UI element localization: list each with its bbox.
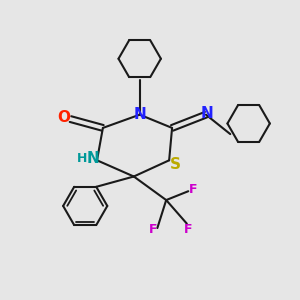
Text: O: O bbox=[58, 110, 70, 125]
Text: F: F bbox=[188, 183, 197, 196]
Text: H: H bbox=[77, 152, 88, 165]
Text: F: F bbox=[149, 223, 157, 236]
Text: N: N bbox=[134, 106, 147, 122]
Text: N: N bbox=[201, 106, 214, 121]
Text: N: N bbox=[86, 151, 99, 166]
Text: F: F bbox=[184, 223, 193, 236]
Text: S: S bbox=[170, 157, 181, 172]
